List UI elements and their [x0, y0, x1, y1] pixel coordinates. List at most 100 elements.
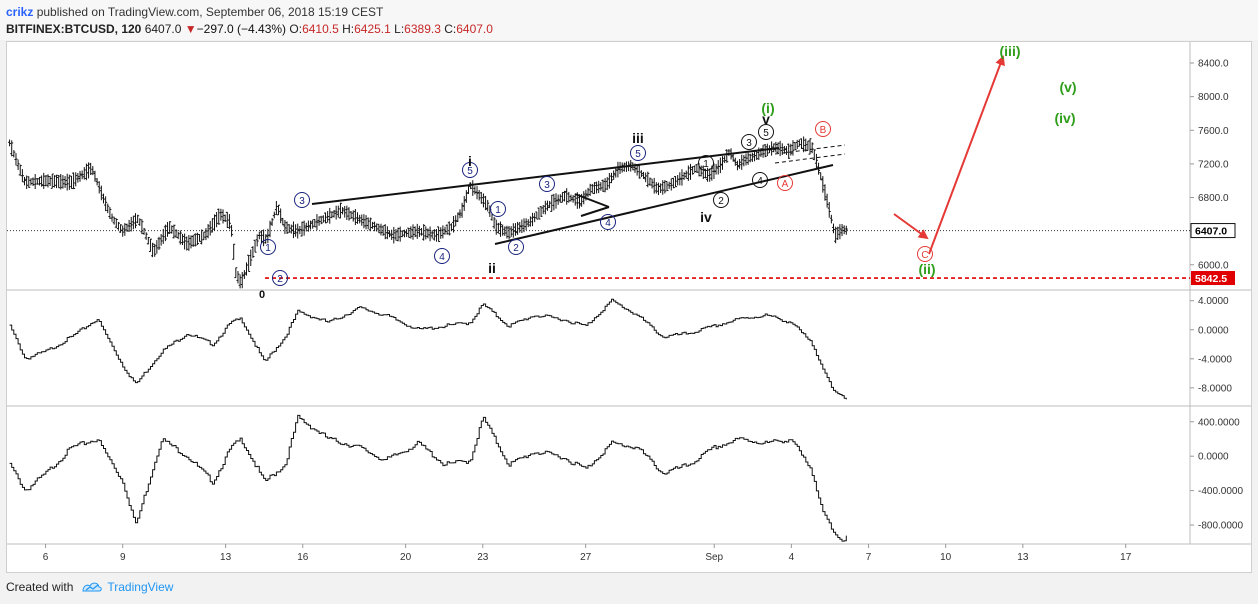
wave-g-v-label: (v): [1059, 79, 1076, 95]
low-value: 6389.3: [404, 22, 441, 36]
wave-g-iv-label: (iv): [1055, 110, 1076, 126]
subwave-1-label: 1: [495, 205, 501, 216]
price-axis-tick-label: 8400.0: [1198, 59, 1229, 70]
indicator2-axis-tick-label: 0.0000: [1198, 452, 1229, 463]
price-axis-tick-label: 8000.0: [1198, 92, 1229, 103]
wave-g-iii-label: (iii): [1000, 43, 1021, 59]
open-label: O:: [289, 22, 303, 36]
indicator1-axis[interactable]: 4.0000 0.0000 -4.0000 -8.0000: [1190, 296, 1232, 394]
subwave-2-circle[interactable]: [508, 239, 524, 255]
time-tick-label: 9: [120, 552, 126, 563]
subwave-1-circle[interactable]: [490, 201, 506, 217]
time-tick-label: 27: [580, 552, 592, 563]
last-price-tag[interactable]: 6407.0: [1190, 223, 1236, 239]
wave-ii-label: ii: [488, 260, 496, 276]
minor-3-label: 3: [746, 138, 752, 149]
indicator2-axis-tick-label: 400.0000: [1198, 417, 1240, 428]
wave-c-circle[interactable]: [917, 246, 933, 262]
wave-zero-label: 0: [259, 289, 265, 301]
support-price-tag[interactable]: 5842.5: [1191, 271, 1235, 286]
b-wave-lower-line[interactable]: [774, 153, 846, 164]
minor-1-label: 1: [703, 159, 709, 170]
projection-arrow-up[interactable]: [928, 55, 1005, 255]
indicator2-axis-tick-label: -400.0000: [1198, 486, 1243, 497]
price-axis-tick-label: 6000.0: [1198, 260, 1229, 271]
wave-2-label: 2: [277, 274, 283, 285]
time-tick-label: 23: [477, 552, 489, 563]
price-change: −297.0 (−4.43%): [196, 22, 287, 36]
subwave-3-label: 3: [544, 180, 550, 191]
price-axis-tick-label: 7200.0: [1198, 159, 1229, 170]
high-value: 6425.1: [354, 22, 391, 36]
created-with-text: Created with: [6, 580, 74, 594]
wave-1-label: 1: [265, 243, 271, 254]
wave-v-label: v: [762, 111, 770, 127]
minor-3-circle[interactable]: [741, 134, 757, 150]
price-axis[interactable]: 8400.08000.07600.07200.06800.06400.06000…: [1190, 59, 1229, 272]
wave-1-circle[interactable]: [260, 239, 276, 255]
time-tick-label: 6: [43, 552, 49, 563]
wave-2-circle[interactable]: [272, 270, 288, 286]
wave-b-circle[interactable]: [815, 121, 831, 137]
subwave-5-label: 5: [635, 149, 641, 160]
time-tick-label: 17: [1120, 552, 1132, 563]
chart-area[interactable]: 8400.08000.07600.07200.06800.06400.06000…: [6, 41, 1252, 573]
wave-4-label: 4: [439, 252, 445, 263]
triangle-lower-line[interactable]: [580, 206, 610, 217]
last-price-tag-text: 6407.0: [1195, 226, 1227, 238]
projection-arrow-down[interactable]: [893, 213, 929, 240]
time-tick-label: Sep: [705, 552, 723, 563]
chart-svg[interactable]: 8400.08000.07600.07200.06800.06400.06000…: [7, 42, 1251, 572]
price-axis-tick-label: 7600.0: [1198, 126, 1229, 137]
time-tick-label: 4: [789, 552, 795, 563]
wave-4-circle[interactable]: [434, 248, 450, 264]
lower-channel-line[interactable]: [494, 164, 834, 245]
wave-iv-label: iv: [700, 209, 712, 225]
price-series[interactable]: [8, 136, 848, 289]
time-axis[interactable]: 6 9 13 16 20 23 27 Sep 4 7 10 13 17: [43, 544, 1132, 563]
subwave-5-circle[interactable]: [630, 145, 646, 161]
symbol-label: BITFINEX:BTCUSD, 120: [6, 22, 142, 36]
triangle-upper-line[interactable]: [574, 193, 610, 208]
minor-4-circle[interactable]: [752, 172, 768, 188]
symbol-line: BITFINEX:BTCUSD, 120 6407.0 ▼−297.0 (−4.…: [6, 22, 493, 36]
indicator2-line[interactable]: [9, 414, 847, 542]
time-tick-label: 13: [1017, 552, 1029, 563]
subwave-4-circle[interactable]: [600, 214, 616, 230]
wave-3-circle[interactable]: [294, 192, 310, 208]
indicator2-series[interactable]: [9, 414, 847, 542]
indicator2-axis[interactable]: 400.0000 0.0000 -400.0000 -800.0000: [1190, 417, 1243, 532]
header-bar: crikz published on TradingView.com, Sept…: [0, 0, 1258, 40]
indicator2-axis-tick-label: -800.0000: [1198, 521, 1243, 532]
subwave-4-label: 4: [605, 218, 611, 229]
minor-1-circle[interactable]: [698, 155, 714, 171]
wave-c-label: C: [921, 250, 928, 261]
indicator1-series[interactable]: [9, 298, 847, 400]
publish-line: crikz published on TradingView.com, Sept…: [6, 5, 383, 19]
subwave-3-circle[interactable]: [539, 176, 555, 192]
time-tick-label: 7: [866, 552, 872, 563]
indicator1-axis-tick-label: -4.0000: [1198, 354, 1232, 365]
support-price-tag-text: 5842.5: [1195, 273, 1227, 285]
wave-a-circle[interactable]: [777, 175, 793, 191]
indicator1-axis-tick-label: 0.0000: [1198, 325, 1229, 336]
subwave-2-label: 2: [513, 243, 519, 254]
open-value: 6410.5: [302, 22, 339, 36]
tradingview-logo-icon[interactable]: [81, 580, 103, 594]
wave-b-label: B: [820, 125, 827, 136]
b-wave-upper-line[interactable]: [774, 144, 846, 155]
footer: Created with TradingView: [6, 578, 173, 596]
wave-5-circle[interactable]: [462, 162, 478, 178]
tradingview-link[interactable]: TradingView: [107, 580, 174, 594]
minor-5-circle[interactable]: [758, 124, 774, 140]
wave-g-i-label: (i): [761, 100, 774, 116]
wave-iii-label: iii: [632, 130, 644, 146]
wave-5-label: 5: [467, 166, 473, 177]
minor-5-label: 5: [763, 128, 769, 139]
author-link[interactable]: crikz: [6, 5, 34, 19]
publish-text: published on TradingView.com, September …: [33, 5, 384, 19]
indicator1-axis-tick-label: -8.0000: [1198, 383, 1232, 394]
indicator1-line[interactable]: [9, 298, 847, 400]
minor-2-circle[interactable]: [713, 192, 729, 208]
time-tick-label: 16: [297, 552, 309, 563]
